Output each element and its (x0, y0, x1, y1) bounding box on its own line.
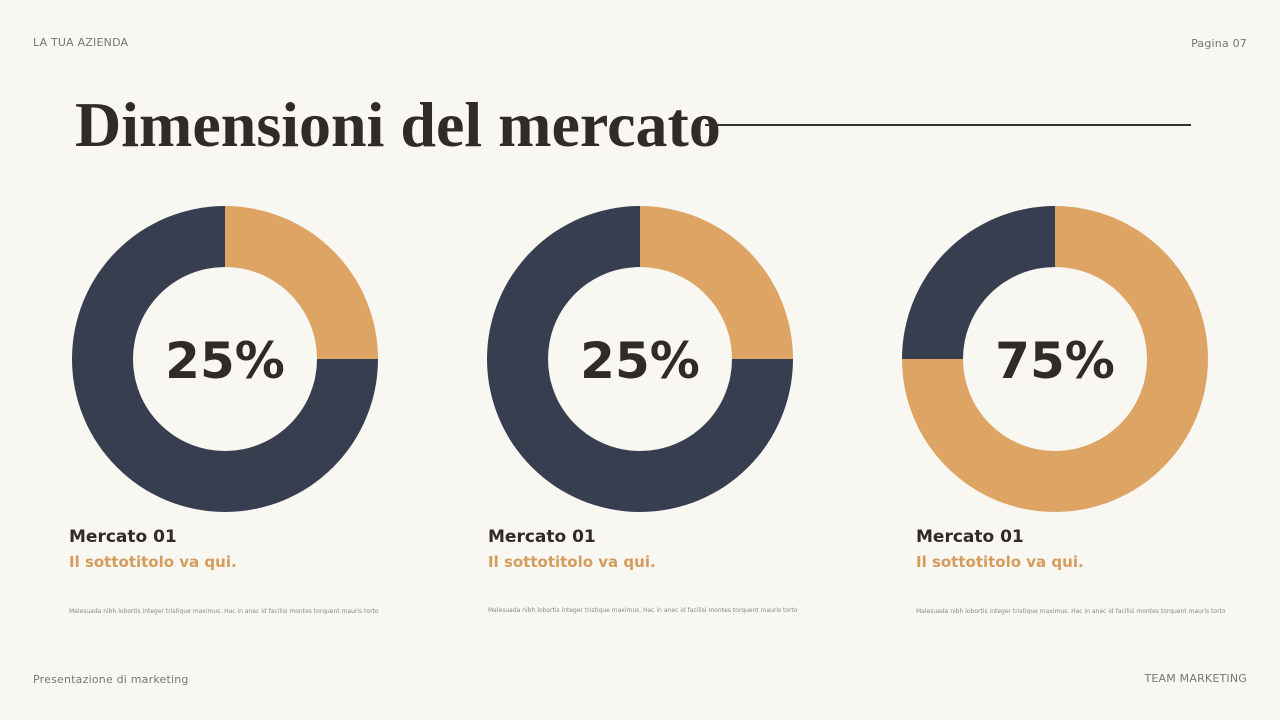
footer-team: TEAM MARKETING (1144, 672, 1247, 685)
donut-chart-2: 25% (487, 206, 793, 512)
title-rule (705, 124, 1191, 126)
donut-segment-rest (487, 206, 793, 512)
donut-segment-rest (72, 206, 378, 512)
card-subtitle: Il sottotitolo va qui. (916, 553, 1084, 571)
card-title: Mercato 01 (69, 527, 177, 547)
card-title: Mercato 01 (488, 527, 596, 547)
card-text: Malesuada nibh lobortis integer tristiqu… (488, 607, 798, 614)
card-subtitle: Il sottotitolo va qui. (488, 553, 656, 571)
card-subtitle: Il sottotitolo va qui. (69, 553, 237, 571)
donut-chart-3: 75% (902, 206, 1208, 512)
card-text: Malesuada nibh lobortis integer tristiqu… (916, 608, 1226, 615)
donut-chart-1: 25% (72, 206, 378, 512)
donut-segment-highlight (902, 206, 1208, 512)
donut-percentage-label: 25% (165, 332, 285, 390)
card-title: Mercato 01 (916, 527, 1024, 547)
donut-segment-highlight (640, 206, 793, 359)
donut-percentage-label: 25% (580, 332, 700, 390)
donut-segment-highlight (225, 206, 378, 359)
page-number: Pagina 07 (1191, 37, 1247, 50)
page-title: Dimensioni del mercato (75, 89, 721, 160)
donut-percentage-label: 75% (995, 332, 1115, 390)
card-text: Malesuada nibh lobortis integer tristiqu… (69, 608, 379, 615)
company-name: LA TUA AZIENDA (33, 36, 129, 49)
footer-presentation: Presentazione di marketing (33, 673, 189, 686)
donut-segment-rest (902, 206, 1055, 359)
